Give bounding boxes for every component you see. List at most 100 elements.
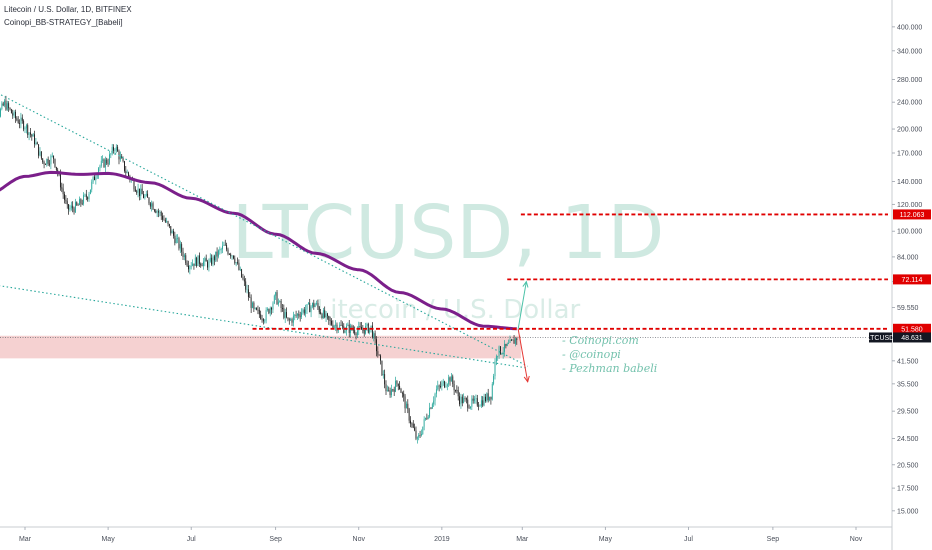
candle-body: [121, 156, 123, 159]
candle-body: [495, 356, 497, 362]
candle: [100, 156, 102, 168]
candle: [391, 384, 392, 398]
x-tick-label: 2019: [434, 536, 450, 543]
candle-body: [64, 194, 65, 200]
candle: [291, 317, 293, 326]
candle: [81, 199, 83, 206]
candle-body: [286, 312, 288, 318]
candle: [8, 101, 10, 112]
candle: [450, 373, 452, 382]
candle-body: [222, 245, 223, 250]
candle: [416, 436, 418, 444]
candle-body: [450, 376, 452, 382]
candle: [418, 433, 420, 441]
candle: [468, 404, 470, 409]
candle-body: [76, 202, 78, 205]
candle: [136, 189, 138, 195]
candle: [298, 310, 300, 319]
candle: [395, 376, 396, 393]
candle: [252, 301, 253, 309]
y-tick-label: 41.500: [897, 358, 919, 365]
candle: [238, 259, 240, 271]
candle: [505, 343, 507, 349]
candle-body: [174, 235, 176, 244]
candle-body: [403, 393, 405, 397]
candle: [39, 147, 41, 157]
candle: [143, 191, 144, 199]
candle-body: [510, 339, 512, 341]
candle-body: [463, 398, 465, 403]
candle: [228, 253, 230, 256]
candle-body: [34, 134, 35, 145]
candle-body: [110, 153, 112, 155]
candle-body: [107, 163, 109, 165]
candle: [254, 307, 256, 310]
candle-body: [31, 134, 33, 137]
candle-body: [211, 257, 213, 265]
candle-body: [128, 172, 129, 177]
candle-body: [393, 389, 395, 392]
level-price-tag: 51.580: [893, 323, 931, 334]
candle: [280, 298, 282, 313]
candle-body: [61, 187, 63, 189]
candle-body: [415, 430, 417, 439]
candle: [399, 381, 401, 390]
candle-body: [168, 224, 170, 227]
candle-body: [158, 211, 159, 213]
candle-body: [361, 327, 362, 330]
candle: [181, 242, 183, 256]
candle: [283, 304, 285, 320]
candle-body: [328, 316, 330, 321]
candle-body: [49, 163, 50, 165]
candle: [211, 254, 213, 266]
candle: [92, 176, 94, 184]
candle: [152, 201, 154, 211]
candle: [36, 141, 38, 145]
arrow-down: [517, 328, 530, 383]
candle: [15, 109, 16, 123]
candle: [489, 396, 490, 402]
candle-body: [188, 265, 189, 270]
candle: [275, 291, 277, 300]
credit-line: - Coinopi.com: [562, 334, 639, 347]
candle: [464, 396, 466, 402]
candle: [258, 307, 260, 318]
candle-body: [4, 100, 6, 106]
candle: [502, 347, 504, 359]
candle-body: [331, 320, 332, 325]
candle: [65, 195, 67, 205]
x-tick-label: Nov: [850, 536, 863, 543]
candle: [179, 240, 181, 253]
level-price-tag-bg: [893, 209, 931, 220]
candle-body: [175, 238, 177, 244]
y-tick-label: 120.000: [897, 202, 922, 209]
candle: [66, 197, 68, 209]
candle-body: [490, 396, 492, 400]
candle: [420, 429, 422, 437]
candle: [256, 307, 258, 311]
candle: [271, 306, 273, 315]
candle-body: [40, 151, 42, 159]
candle: [294, 314, 296, 321]
candle-body: [355, 333, 357, 336]
candle-body: [497, 356, 499, 357]
candle: [396, 380, 398, 387]
x-tick-label: Jul: [187, 536, 196, 543]
watermark-symbol: LTCUSD, 1D: [232, 190, 665, 276]
candle: [288, 317, 290, 325]
candle: [405, 401, 407, 409]
candle-body: [223, 244, 225, 246]
candle: [31, 133, 33, 141]
candle: [237, 257, 238, 265]
x-tick-label: May: [599, 536, 613, 543]
candle-body: [72, 205, 74, 209]
candle: [483, 393, 485, 407]
candle: [268, 308, 270, 315]
candle: [516, 337, 518, 345]
candle: [269, 306, 271, 317]
candle: [423, 416, 425, 431]
candle-body: [91, 181, 93, 190]
candle: [35, 138, 37, 146]
candle-body: [411, 423, 413, 425]
